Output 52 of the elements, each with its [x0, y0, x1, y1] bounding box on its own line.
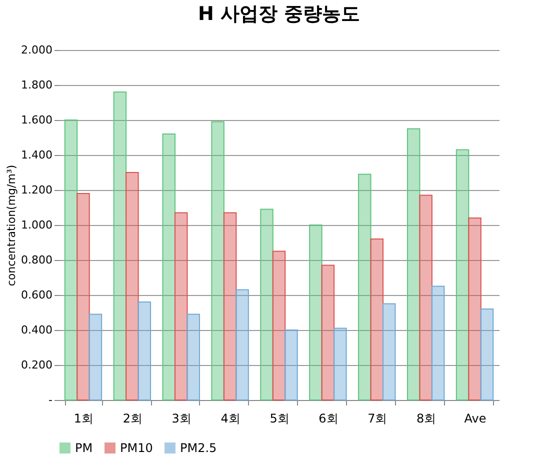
- bar: [370, 238, 384, 400]
- x-tick-label: 5회: [270, 412, 290, 426]
- x-tick-label: 4회: [220, 412, 240, 426]
- x-tick-label: 3회: [172, 412, 192, 426]
- y-tick-label: 0.400: [21, 324, 52, 336]
- bar: [174, 212, 188, 400]
- bar: [284, 330, 298, 400]
- bar: [223, 212, 237, 400]
- bar: [419, 194, 432, 400]
- bar: [334, 328, 347, 400]
- bar: [406, 128, 420, 400]
- bar: [211, 121, 224, 400]
- y-axis-title: concentration(mg/m³): [5, 164, 18, 286]
- y-tick-label: 1.400: [21, 148, 52, 162]
- bar: [321, 264, 335, 400]
- bar: [260, 208, 274, 400]
- bar: [431, 286, 445, 400]
- x-tick-label: 7회: [368, 412, 388, 426]
- y-tick-label: 1.200: [21, 184, 52, 196]
- bar: [186, 314, 200, 400]
- bar: [358, 174, 372, 400]
- bar: [236, 289, 249, 400]
- bar: [113, 92, 127, 400]
- y-tick-label: 0.200: [21, 358, 52, 372]
- bar: [138, 302, 152, 400]
- bar: [162, 134, 176, 400]
- bar: [76, 193, 90, 400]
- y-tick-label: 1.800: [21, 78, 52, 92]
- legend-label: PM10: [120, 441, 153, 455]
- y-tick-label: 0.600: [21, 288, 52, 302]
- x-tick-label: 8회: [416, 412, 436, 426]
- x-tick-label: Ave: [464, 412, 486, 426]
- x-tick-label: 2회: [122, 412, 142, 426]
- legend-label: PM: [75, 441, 93, 455]
- bar: [272, 250, 286, 400]
- y-tick-label: 1.600: [21, 114, 52, 126]
- y-tick-label: 0.800: [21, 254, 52, 266]
- x-tick-label: 6회: [318, 412, 338, 426]
- y-tick-label: 1.000: [21, 218, 52, 232]
- chart-title: H 사업장 중량농도: [198, 3, 360, 25]
- legend-label: PM2.5: [180, 441, 217, 455]
- bar: [309, 224, 322, 400]
- bar: [382, 303, 396, 400]
- y-tick-label: 2.000: [21, 44, 52, 56]
- x-tick-label: 1회: [74, 412, 94, 426]
- bar: [480, 308, 494, 400]
- bar: [468, 218, 482, 400]
- bar: [64, 120, 78, 400]
- bar: [456, 149, 470, 400]
- bar: [88, 314, 102, 400]
- bar: [126, 172, 139, 400]
- y-tick-label: -: [48, 394, 53, 406]
